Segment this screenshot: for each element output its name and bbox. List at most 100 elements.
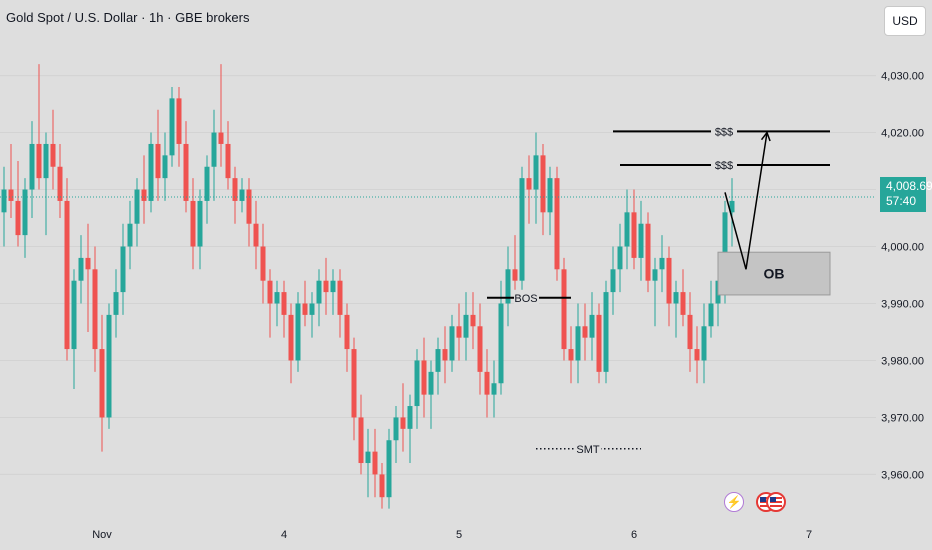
candle-down bbox=[218, 132, 224, 144]
candle-up bbox=[407, 406, 413, 429]
candle-up bbox=[729, 200, 735, 213]
candle-down bbox=[15, 200, 21, 236]
candle-down bbox=[568, 349, 574, 361]
candle-up bbox=[106, 314, 112, 418]
candle-down bbox=[456, 326, 462, 338]
time-axis-label: 5 bbox=[456, 529, 462, 541]
candle-up bbox=[148, 143, 154, 201]
time-axis-label: 4 bbox=[281, 529, 287, 541]
candle-down bbox=[680, 292, 686, 315]
last-price-value: 4,008.69 bbox=[886, 179, 932, 193]
candle-up bbox=[309, 303, 315, 315]
candle-down bbox=[512, 269, 518, 281]
candle-up bbox=[708, 303, 714, 327]
smt-label: SMT bbox=[576, 444, 600, 456]
candle-up bbox=[722, 212, 728, 281]
currency-button[interactable]: USD bbox=[884, 6, 926, 36]
candle-up bbox=[414, 360, 420, 407]
time-axis-label: Nov bbox=[92, 529, 112, 541]
last-price-badge: 4,008.69 57:40 bbox=[880, 177, 932, 212]
candle-up bbox=[491, 383, 497, 395]
candle-down bbox=[50, 143, 56, 167]
candle-down bbox=[526, 178, 532, 190]
candle-down bbox=[694, 349, 700, 361]
candle-down bbox=[687, 314, 693, 350]
candle-down bbox=[344, 314, 350, 350]
candle-up bbox=[120, 246, 126, 293]
us-flag-icon[interactable] bbox=[766, 492, 786, 512]
candle-down bbox=[631, 212, 637, 258]
candle-up bbox=[575, 326, 581, 361]
candle-up bbox=[624, 212, 630, 247]
bar-countdown: 57:40 bbox=[886, 194, 917, 208]
candle-down bbox=[85, 257, 91, 270]
candle-down bbox=[288, 314, 294, 361]
candle-down bbox=[442, 349, 448, 361]
candle-down bbox=[484, 371, 490, 395]
candle-down bbox=[99, 349, 105, 418]
candle-up bbox=[204, 166, 210, 201]
candle-down bbox=[477, 326, 483, 372]
candle-down bbox=[337, 280, 343, 315]
candle-up bbox=[617, 246, 623, 270]
candle-up bbox=[701, 326, 707, 361]
candle-down bbox=[232, 178, 238, 201]
projection-arrowhead bbox=[760, 131, 771, 142]
candle-up bbox=[127, 223, 133, 247]
candle-down bbox=[372, 451, 378, 475]
candle-down bbox=[400, 417, 406, 429]
candle-up bbox=[162, 155, 168, 179]
candle-up bbox=[393, 417, 399, 441]
axes: 4,030.004,020.004,010.004,000.003,990.00… bbox=[92, 71, 924, 541]
candle-down bbox=[281, 292, 287, 315]
candle-up bbox=[505, 269, 511, 304]
candle-up bbox=[71, 280, 77, 350]
candle-down bbox=[358, 417, 364, 464]
candle-up bbox=[43, 143, 49, 179]
candle-down bbox=[260, 246, 266, 281]
candle-down bbox=[141, 189, 147, 201]
price-axis-label: 4,000.00 bbox=[881, 242, 924, 254]
lightning-bolt-icon[interactable]: ⚡ bbox=[724, 492, 744, 512]
candle-down bbox=[582, 326, 588, 338]
candle-up bbox=[519, 178, 525, 281]
candle-down bbox=[596, 314, 602, 372]
candle-up bbox=[78, 257, 84, 281]
candle-up bbox=[211, 132, 217, 167]
candle-up bbox=[428, 371, 434, 395]
candle-up bbox=[449, 326, 455, 361]
candle-down bbox=[470, 314, 476, 327]
candle-up bbox=[239, 189, 245, 201]
candle-down bbox=[92, 269, 98, 350]
candle-up bbox=[113, 292, 119, 315]
candle-down bbox=[561, 269, 567, 350]
candle-up bbox=[134, 189, 140, 224]
liquidity-label-lower: $$$ bbox=[715, 160, 733, 172]
price-axis-label: 3,970.00 bbox=[881, 412, 924, 424]
smt-label-bg bbox=[576, 440, 601, 456]
candle-down bbox=[351, 349, 357, 418]
candle-up bbox=[498, 303, 504, 384]
order-block-box bbox=[717, 251, 831, 296]
candle-up bbox=[547, 178, 553, 213]
candle-up bbox=[673, 292, 679, 304]
candle-down bbox=[379, 474, 385, 498]
candle-down bbox=[421, 360, 427, 395]
annotations: OB $$$ $$$ BOS SMT bbox=[0, 123, 876, 456]
candle-up bbox=[274, 292, 280, 304]
bos-label: BOS bbox=[514, 293, 537, 305]
candle-up bbox=[589, 314, 595, 338]
candle-down bbox=[183, 143, 189, 201]
candle-down bbox=[246, 189, 252, 224]
candle-up bbox=[533, 155, 539, 190]
candle-up bbox=[330, 280, 336, 293]
candle-up bbox=[435, 349, 441, 372]
candle-down bbox=[645, 223, 651, 281]
projection-path bbox=[724, 132, 768, 270]
candle-up bbox=[29, 143, 35, 190]
candle-down bbox=[190, 200, 196, 247]
candle-down bbox=[57, 166, 63, 201]
candle-down bbox=[36, 143, 42, 179]
candle-up bbox=[1, 189, 7, 213]
